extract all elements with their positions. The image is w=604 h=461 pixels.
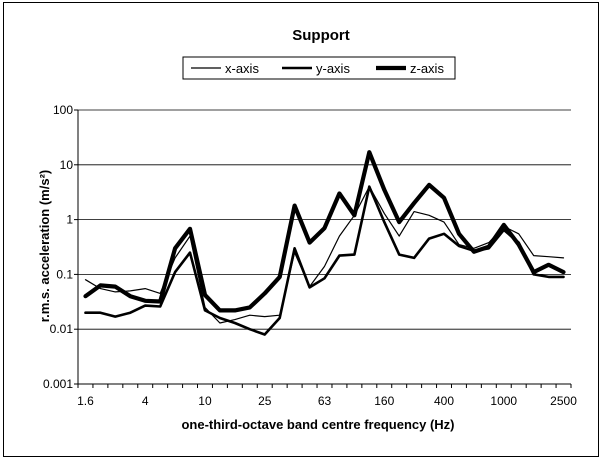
- series-line-z-axis: [83, 150, 566, 313]
- y-tick-label: 0.1: [56, 267, 73, 281]
- legend-label: y-axis: [316, 61, 350, 76]
- plot-area: [78, 110, 571, 384]
- x-tick-label: 1.6: [77, 394, 94, 408]
- legend-label: z-axis: [410, 61, 444, 76]
- y-tick-label: 1: [66, 213, 73, 227]
- y-tick-label: 0.001: [43, 377, 73, 391]
- x-tick-label: 400: [434, 394, 454, 408]
- x-tick-label: 10: [198, 394, 212, 408]
- y-tick-label: 10: [60, 158, 74, 172]
- x-tick-label: 2500: [550, 394, 577, 408]
- y-tick-label: 100: [53, 103, 73, 117]
- x-tick-label: 63: [318, 394, 332, 408]
- y-tick-label: 0.01: [50, 322, 74, 336]
- chart-title: Support: [292, 27, 350, 44]
- x-axis-label: one-third-octave band centre frequency (…: [181, 417, 454, 432]
- x-tick-label: 160: [374, 394, 394, 408]
- y-axis-label: r.m.s. acceleration (m/s²): [37, 170, 52, 322]
- x-tick-label: 25: [258, 394, 272, 408]
- legend: x-axis y-axis z-axis: [182, 56, 456, 80]
- x-tick-label: 4: [142, 394, 149, 408]
- legend-label: x-axis: [225, 61, 259, 76]
- legend-box: [182, 56, 456, 80]
- x-tick-label: 1000: [490, 394, 517, 408]
